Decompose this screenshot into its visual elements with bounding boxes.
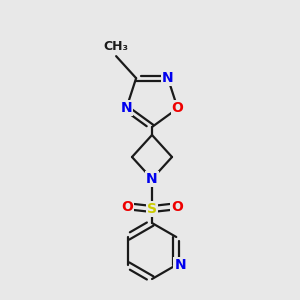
Text: O: O [172, 101, 184, 115]
Text: N: N [162, 71, 174, 85]
Text: CH₃: CH₃ [103, 40, 129, 53]
Text: O: O [121, 200, 133, 214]
Text: O: O [171, 200, 183, 214]
Text: S: S [147, 202, 157, 216]
Text: methyl: methyl [114, 47, 119, 48]
Text: N: N [121, 101, 132, 115]
Text: N: N [146, 172, 158, 186]
Text: N: N [174, 258, 186, 272]
